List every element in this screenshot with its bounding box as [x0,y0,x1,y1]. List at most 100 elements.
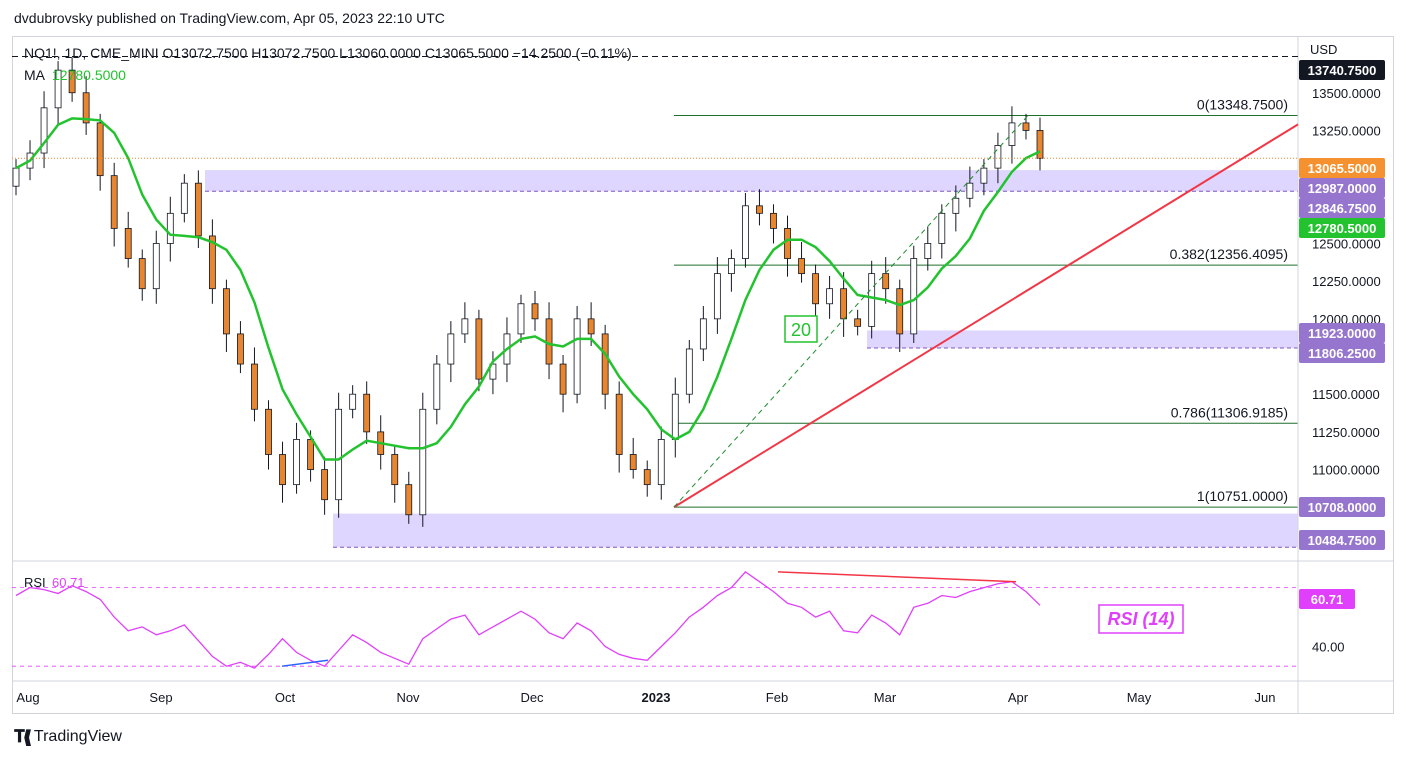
price-label-box [1299,158,1385,178]
candle-body [251,363,258,410]
ma-layer: 20 [15,117,1041,461]
price-label-box [1299,497,1385,517]
time-tick-label: Jun [1255,690,1276,705]
candle-body [629,454,637,470]
fib-layer: 0(13348.7500) 0.382(12356.4095) 0.786(1130… [674,97,1298,508]
candle-body [517,303,525,335]
price-label-text: 11923.0000 [1308,326,1376,341]
rsi-legend-label: RSI [24,575,46,590]
candle-body [223,288,230,335]
candle-body [826,288,833,305]
ma-legend-value: 12780.5000 [52,67,126,83]
price-tick-label: 11500.0000 [1312,387,1380,402]
candle-body [671,393,679,440]
time-axis: Aug Sep Oct Nov Dec 2023 Feb Mar Apr May Jun [16,690,1275,705]
candle-body [391,454,399,486]
price-tick-label: 11250.0000 [1312,425,1380,440]
candle-body [335,408,343,501]
candle-body [405,484,413,516]
time-tick-label: Feb [766,690,788,705]
ma-legend-label: MA [24,67,46,83]
candle-body [854,318,862,327]
fib-level-label: 0.786(11306.9185) [1171,404,1288,420]
candle-body [363,393,371,433]
candle-body [615,393,623,455]
time-tick-label: Apr [1008,690,1029,705]
price-tick-label: 12500.0000 [1312,236,1381,251]
candle-body [742,205,749,259]
rsi-title-box [1098,604,1184,634]
price-tick-label: 12250.0000 [1312,274,1381,289]
candle-body [601,333,609,395]
candle-body [321,469,329,501]
candle-body [657,439,665,486]
candle-body [124,228,132,259]
price-label-text: 10708.0000 [1308,500,1377,515]
time-tick-label: 2023 [642,690,671,705]
support-zone [867,330,1298,349]
candle-body [1036,130,1044,159]
candle-body [475,318,483,380]
rsi-legend-value: 60.71 [52,575,85,590]
price-label-text: 12987.0000 [1308,181,1377,196]
price-label-box [1299,530,1385,550]
candle-body [110,175,118,229]
price-label-text: 10484.7500 [1308,533,1377,548]
tradingview-logo-icon: 𝐓❰ [14,727,31,746]
candle-body [208,235,216,290]
candle-body [82,92,90,124]
price-label-box [1299,60,1385,80]
price-tick-label: 13500.0000 [1312,86,1381,101]
candle-body [966,182,974,199]
candle-body [770,212,777,229]
candle-body [756,205,763,214]
price-label-text: 11806.2500 [1308,346,1376,361]
candle-body [882,273,890,290]
moving-average-line [15,117,1041,461]
uptrend-line [673,123,1299,508]
candle-body [840,288,848,320]
candle-body [180,182,188,214]
rsi-tick-label: 40.00 [1312,640,1345,655]
support-zone [205,170,1298,192]
candle-body [685,348,693,395]
candle-body [166,212,174,244]
time-tick-label: Mar [874,690,897,705]
candle-body [980,167,988,184]
candle-body [896,288,904,335]
candle-body [279,454,286,486]
candle-body [461,318,469,335]
symbol-legend: NQ1!, 1D, CME_MINI O13072.7500 H13072.75… [24,45,632,61]
candle-body [938,212,946,244]
time-tick-label: Oct [275,690,296,705]
candle-body [952,197,960,214]
candle-body [96,122,104,177]
zones-layer [205,170,1298,548]
price-label-box [1299,178,1385,198]
candle-body [924,243,932,259]
candle-body [12,167,20,187]
candle-body [265,408,272,455]
rsi-bearish-divergence [777,571,1017,583]
support-zone [333,513,1298,548]
overlay-layer [12,37,1394,714]
brand-name: TradingView [33,728,122,745]
footer: 𝐓❰ TradingView [14,727,122,747]
candle-body [812,273,819,305]
candle-body [713,273,721,320]
rsi-bullish-divergence [281,659,329,667]
price-label-box [1299,198,1385,218]
price-tick-label: 11000.0000 [1312,463,1380,478]
candle-body [1022,122,1030,131]
price-label-text: 12780.5000 [1308,221,1377,236]
candle-body [798,258,805,275]
candle-body [868,273,876,327]
price-label-box [1299,218,1385,238]
candle-body [489,363,497,380]
candle-body [559,363,567,395]
candle-body [349,393,357,410]
time-tick-label: Nov [396,690,420,705]
candle-body [194,182,202,237]
price-label-box [1299,323,1385,343]
